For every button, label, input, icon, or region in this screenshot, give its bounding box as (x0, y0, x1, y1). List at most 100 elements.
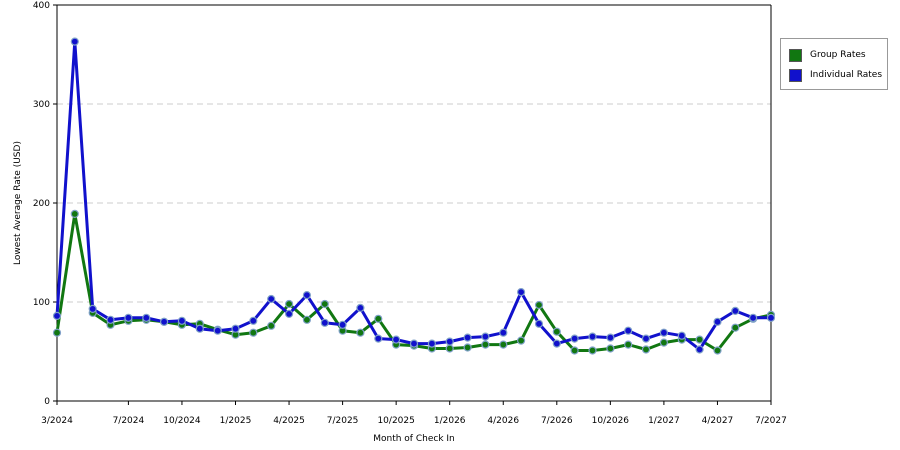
x-tick-label: 7/2024 (113, 416, 145, 426)
data-point-individual-rates (249, 316, 258, 325)
legend-item-individual-rates: Individual Rates (789, 65, 883, 85)
x-tick-label: 10/2026 (592, 416, 630, 426)
data-point-group-rates (267, 321, 276, 330)
y-tick-labels: 0 100 200 300 400 (33, 1, 57, 407)
x-tick-labels: 3/2024 7/2024 10/2024 1/2025 4/2025 7/2025 10/… (41, 401, 787, 426)
x-tick-label: 3/2024 (41, 416, 73, 426)
x-tick-label: 1/2025 (220, 416, 252, 426)
data-point-individual-rates (481, 332, 490, 341)
legend-swatch-group-rates (789, 48, 802, 62)
data-point-group-rates (463, 343, 472, 352)
data-point-individual-rates (624, 326, 633, 335)
data-point-individual-rates (88, 304, 97, 313)
series-points (52, 37, 776, 355)
series-lines (55, 40, 772, 352)
y-tick-label: 100 (33, 298, 50, 308)
data-point-group-rates (624, 340, 633, 349)
y-tick-label: 0 (44, 397, 50, 407)
legend-label-individual-rates: Individual Rates (810, 70, 883, 80)
x-tick-label: 4/2026 (487, 416, 519, 426)
data-point-individual-rates (52, 311, 62, 320)
data-point-group-rates (481, 340, 490, 349)
data-point-group-rates (552, 327, 561, 336)
data-point-individual-rates (285, 309, 294, 318)
data-point-group-rates (534, 300, 544, 310)
data-point-group-rates (606, 344, 615, 353)
legend-label-group-rates: Group Rates (810, 50, 866, 60)
data-point-group-rates (52, 328, 62, 337)
series-line-individual-rates (55, 40, 771, 351)
x-tick-label: 7/2026 (541, 416, 573, 426)
data-point-group-rates (588, 346, 597, 355)
data-point-individual-rates (641, 334, 651, 343)
data-point-individual-rates (267, 294, 276, 304)
data-point-group-rates (713, 346, 722, 355)
data-point-individual-rates (177, 316, 186, 325)
data-point-individual-rates (659, 328, 669, 337)
data-point-individual-rates (392, 335, 401, 344)
y-tick-label: 200 (33, 199, 50, 209)
legend-item-group-rates: Group Rates (789, 45, 879, 65)
x-tick-label: 10/2024 (163, 416, 201, 426)
data-point-individual-rates (356, 303, 365, 312)
x-tick-label: 4/2025 (273, 416, 305, 426)
grid-lines (57, 103, 771, 303)
data-point-group-rates (516, 336, 526, 345)
data-point-group-rates (731, 323, 740, 332)
data-point-group-rates (320, 299, 329, 309)
data-point-individual-rates (534, 319, 544, 328)
data-point-individual-rates (445, 337, 454, 346)
x-tick-label: 7/2025 (327, 416, 359, 426)
data-point-group-rates (695, 335, 704, 344)
data-point-group-rates (374, 314, 383, 323)
data-point-individual-rates (731, 306, 740, 315)
data-point-individual-rates (516, 288, 526, 297)
data-point-group-rates (570, 346, 579, 355)
data-point-group-rates (641, 345, 651, 354)
data-point-group-rates (249, 328, 258, 337)
data-point-individual-rates (570, 334, 579, 343)
data-point-individual-rates (677, 331, 686, 340)
data-point-individual-rates (70, 37, 79, 46)
data-point-individual-rates (552, 339, 561, 348)
legend-swatch-individual-rates (789, 68, 802, 82)
data-point-individual-rates (231, 324, 240, 333)
x-axis-title: Month of Check In (373, 434, 455, 444)
data-point-individual-rates (695, 345, 704, 354)
data-point-individual-rates (142, 313, 151, 322)
data-point-individual-rates (588, 332, 597, 341)
data-point-individual-rates (320, 318, 329, 327)
data-point-group-rates (659, 338, 669, 347)
data-point-individual-rates (766, 313, 776, 322)
data-point-individual-rates (713, 317, 722, 326)
data-point-group-rates (499, 340, 508, 349)
data-point-individual-rates (106, 315, 115, 324)
legend: Group Rates Individual Rates (780, 38, 888, 90)
x-tick-label: 10/2025 (377, 416, 414, 426)
data-point-group-rates (285, 299, 294, 309)
data-point-individual-rates (302, 291, 311, 300)
y-tick-label: 300 (33, 100, 50, 110)
data-point-group-rates (445, 344, 454, 353)
data-point-group-rates (356, 328, 365, 337)
data-point-individual-rates (463, 333, 472, 342)
data-point-individual-rates (748, 313, 758, 322)
x-tick-label: 1/2026 (434, 416, 466, 426)
data-point-group-rates (302, 315, 311, 324)
data-point-individual-rates (374, 334, 383, 343)
data-point-individual-rates (427, 339, 436, 348)
data-point-individual-rates (195, 324, 204, 333)
x-tick-label: 1/2027 (648, 416, 680, 426)
data-point-individual-rates (124, 313, 133, 322)
x-tick-label: 7/2027 (755, 416, 787, 426)
data-point-group-rates (70, 209, 79, 218)
data-point-individual-rates (606, 333, 615, 342)
data-point-individual-rates (409, 339, 419, 348)
y-tick-label: 400 (33, 1, 50, 11)
data-point-individual-rates (213, 326, 222, 335)
y-axis-title: Lowest Average Rate (USD) (13, 141, 23, 265)
data-point-individual-rates (499, 328, 508, 337)
data-point-individual-rates (160, 317, 169, 326)
x-tick-label: 4/2027 (702, 416, 734, 426)
